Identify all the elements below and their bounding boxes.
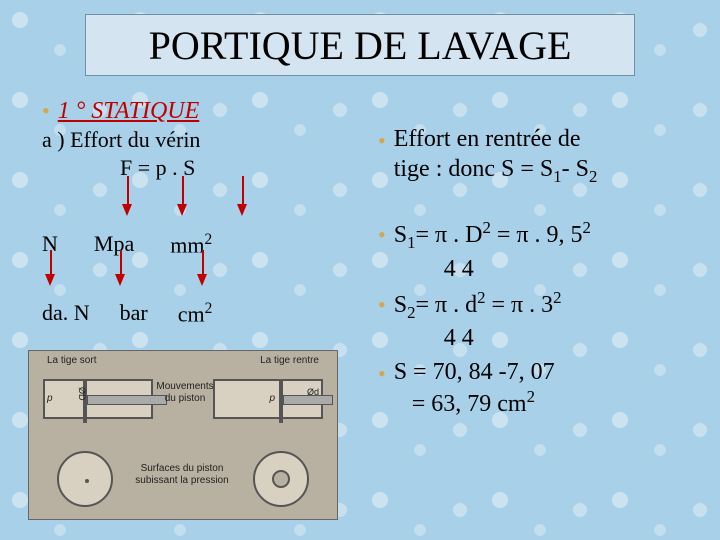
label-du-piston: du piston (155, 393, 215, 404)
units-row-bottom: da. N bar cm2 (42, 300, 342, 327)
formula: F = p . S (120, 155, 342, 181)
bullet-s2: • S2= π . d2 = π . 32 4 4 (378, 288, 698, 354)
section-bullet: • 1 ° STATIQUE (42, 98, 342, 125)
label-surfaces: Surfaces du piston (127, 463, 237, 474)
s2-denominator: 4 4 (444, 323, 562, 353)
bullet-icon: • (378, 222, 386, 248)
unit-bar: bar (120, 300, 148, 327)
label-subissant: subissant la pression (127, 475, 237, 486)
label-phid-left: ØD (77, 387, 87, 401)
left-column: • 1 ° STATIQUE a ) Effort du vérin F = p… (42, 98, 342, 328)
label-p-right: p (269, 393, 275, 404)
subheading: a ) Effort du vérin (42, 127, 342, 153)
cylinder-diagram: La tige sort La tige rentre p ØD p Ød Mo… (28, 350, 338, 520)
page-title: PORTIQUE DE LAVAGE (149, 22, 572, 69)
bullet-icon: • (378, 292, 386, 318)
units-row-top: N Mpa mm2 (42, 231, 342, 258)
cylinder-right (213, 379, 323, 419)
bullet-icon: • (378, 361, 386, 387)
arrow-line (182, 176, 184, 206)
bullet-icon: • (378, 128, 386, 154)
unit-cm2: cm2 (178, 300, 213, 327)
effort-rentree-text: Effort en rentrée de tige : donc S = S1-… (394, 124, 598, 188)
title-box: PORTIQUE DE LAVAGE (85, 14, 635, 76)
unit-mpa: Mpa (94, 231, 134, 258)
arrow-line (127, 176, 129, 206)
arrow-line (202, 250, 204, 276)
bullet-s1: • S1= π . D2 = π . 9, 52 4 4 (378, 218, 698, 284)
label-mouvements: Mouvements (155, 381, 215, 392)
bullet-icon: • (42, 98, 50, 124)
cylinder-left (43, 379, 153, 419)
s1-text: S1= π . D2 = π . 9, 52 4 4 (394, 218, 591, 284)
piston-face-left (57, 451, 113, 507)
arrow-line (120, 250, 122, 276)
piston-face-right (253, 451, 309, 507)
arrow-down-icon (177, 204, 187, 216)
arrow-down-icon (45, 274, 55, 286)
label-p-left: p (47, 393, 53, 404)
arrow-down-icon (115, 274, 125, 286)
label-tige-rentre: La tige rentre (260, 355, 319, 366)
center-dot (85, 479, 89, 483)
unit-mm2: mm2 (170, 231, 212, 258)
arrow-down-icon (237, 204, 247, 216)
right-column: • Effort en rentrée de tige : donc S = S… (378, 124, 698, 423)
inner-circle (272, 470, 290, 488)
bullet-effort-rentree: • Effort en rentrée de tige : donc S = S… (378, 124, 698, 188)
label-phid-right: Ød (307, 387, 319, 397)
s1-denominator: 4 4 (444, 254, 591, 284)
label-tige-sort: La tige sort (47, 355, 96, 366)
s-result-text: S = 70, 84 -7, 07 = 63, 79 cm2 (394, 357, 555, 419)
arrow-line (242, 176, 244, 206)
arrow-down-icon (197, 274, 207, 286)
unit-dan: da. N (42, 300, 90, 327)
s2-text: S2= π . d2 = π . 32 4 4 (394, 288, 562, 354)
bullet-s-result: • S = 70, 84 -7, 07 = 63, 79 cm2 (378, 357, 698, 419)
section-heading: 1 ° STATIQUE (58, 98, 200, 125)
arrow-down-icon (122, 204, 132, 216)
arrow-line (50, 250, 52, 276)
